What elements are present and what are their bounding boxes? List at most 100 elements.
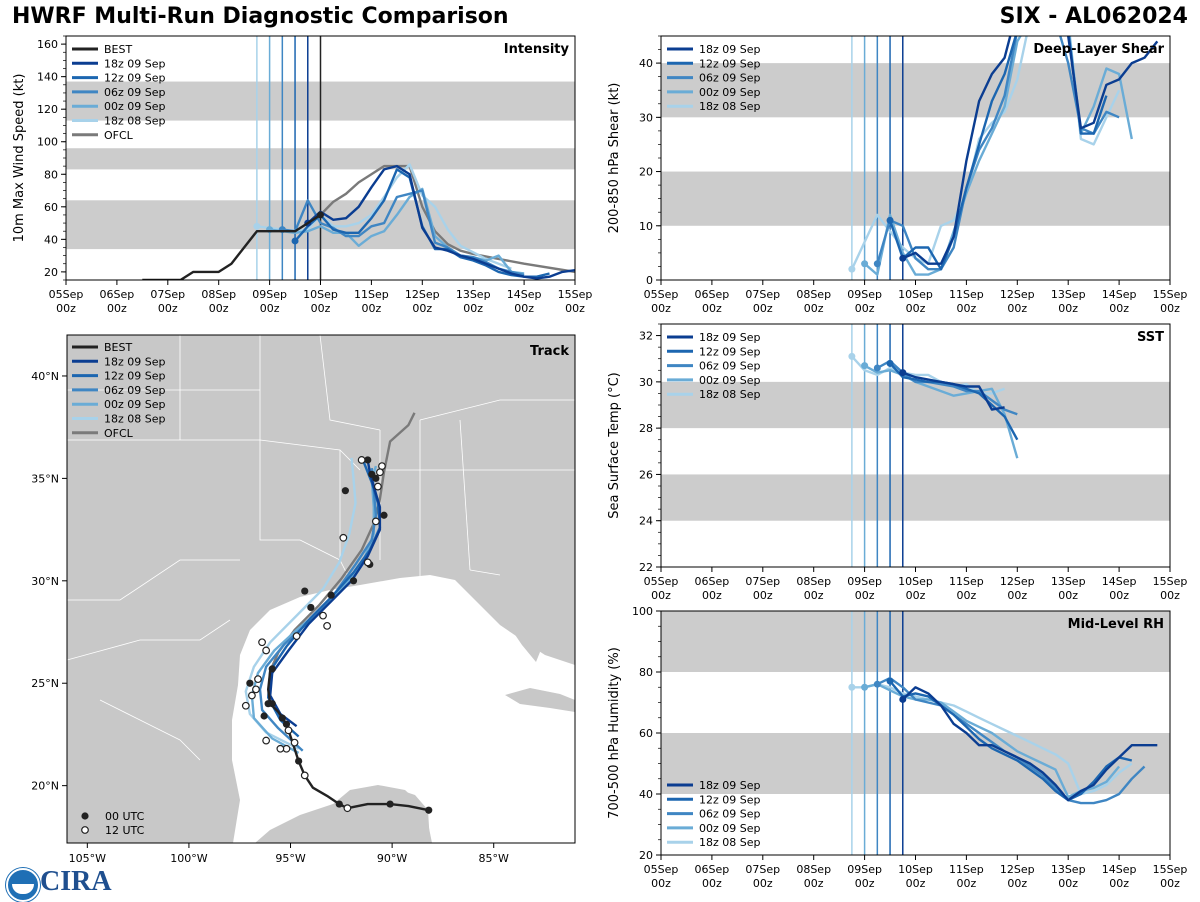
rh-series-line <box>889 680 1133 802</box>
rh-xtick-sublabel: 00z <box>1007 877 1027 890</box>
intensity-xtick-label: 06Sep <box>100 288 135 301</box>
intensity-best-marker <box>317 211 324 219</box>
yucatan-peninsula <box>330 785 432 843</box>
rh-xtick-sublabel: 00z <box>957 877 977 890</box>
noaa-logo <box>6 868 40 902</box>
intensity-ytick-label: 40 <box>44 233 58 246</box>
track-point-12utc <box>284 726 293 735</box>
shear-xtick-sublabel: 00z <box>1160 302 1180 315</box>
track-point-12utc <box>323 621 331 630</box>
track-ytick-label: 25°N <box>31 677 59 690</box>
track-point-12utc <box>373 482 382 491</box>
intensity-legend-label: BEST <box>104 43 132 56</box>
track-point-12utc <box>319 611 327 620</box>
rh-series-start-marker <box>886 677 894 685</box>
sst-series-start-marker <box>848 352 856 360</box>
marker-legend-00utc <box>81 812 89 820</box>
marker-legend-12utc <box>81 826 89 834</box>
shear-series-start-marker <box>848 265 856 273</box>
intensity-ylabel: 10m Max Wind Speed (kt) <box>12 74 27 243</box>
intensity-legend-label: 12z 09 Sep <box>104 72 166 85</box>
sst-xtick-label: 11Sep <box>949 575 984 588</box>
rh-legend-label: 18z 08 Sep <box>699 836 761 849</box>
intensity-xtick-label: 07Sep <box>150 288 185 301</box>
rh-xtick-sublabel: 00z <box>855 877 875 890</box>
intensity-xtick-sublabel: 00z <box>158 302 178 315</box>
sst-legend-label: 18z 09 Sep <box>699 331 761 344</box>
track-point-00utc <box>349 577 358 585</box>
sst-xtick-sublabel: 00z <box>753 589 773 602</box>
sst-legend-label: 06z 09 Sep <box>699 360 761 373</box>
sst-xtick-sublabel: 00z <box>651 589 671 602</box>
track-point-12utc <box>292 632 301 641</box>
rh-ytick-label: 80 <box>639 666 653 679</box>
track-point-00utc <box>278 714 286 722</box>
rh-plot-area <box>661 611 1170 855</box>
intensity-xtick-sublabel: 00z <box>311 302 331 315</box>
track-ytick-label: 40°N <box>31 370 59 383</box>
track-point-00utc <box>386 800 394 808</box>
intensity-xtick-label: 08Sep <box>201 288 236 301</box>
intensity-ytick-label: 20 <box>44 266 58 279</box>
shear-xtick-label: 08Sep <box>796 288 831 301</box>
rh-xtick-sublabel: 00z <box>1058 877 1078 890</box>
track-plot-area <box>241 412 433 814</box>
rh-legend-label: 12z 09 Sep <box>699 793 761 806</box>
rh-xtick-label: 13Sep <box>1051 863 1086 876</box>
gulf-of-mexico <box>232 575 575 843</box>
shear-xtick-sublabel: 00z <box>855 302 875 315</box>
track-legend-label: BEST <box>104 341 132 354</box>
intensity-series-line <box>319 164 575 274</box>
sst-xtick-sublabel: 00z <box>1160 589 1180 602</box>
sst-xtick-sublabel: 00z <box>1058 589 1078 602</box>
sst-xtick-sublabel: 00z <box>804 589 824 602</box>
track-point-12utc <box>258 638 266 647</box>
track-legend-label: OFCL <box>104 427 134 440</box>
track-legend-label: 00z 09 Sep <box>104 398 166 411</box>
sst-legend-label: 18z 08 Sep <box>699 388 761 401</box>
shear-ytick-label: 20 <box>639 166 653 179</box>
track-series-line <box>269 459 382 728</box>
shear-xtick-sublabel: 00z <box>906 302 926 315</box>
track-point-00utc <box>246 679 254 687</box>
shear-xtick-label: 09Sep <box>847 288 882 301</box>
rh-band <box>661 733 1170 794</box>
sst-band <box>661 381 1170 429</box>
panel-intensity: 2040608010012014016005Sep00z06Sep00z07Se… <box>12 35 592 315</box>
shear-ytick-label: 10 <box>639 220 653 233</box>
intensity-legend-label: OFCL <box>104 129 134 142</box>
sst-series-line <box>864 364 1019 459</box>
track-point-00utc <box>307 603 315 612</box>
shear-xtick-label: 05Sep <box>644 288 679 301</box>
cuba <box>505 688 575 712</box>
intensity-ytick-label: 80 <box>44 168 58 181</box>
track-point-12utc <box>276 744 285 753</box>
sst-series-start-marker <box>886 359 894 367</box>
intensity-xtick-sublabel: 00z <box>209 302 229 315</box>
shear-band <box>661 171 1170 226</box>
track-point-12utc <box>262 646 271 655</box>
intensity-ytick-label: 120 <box>37 103 58 116</box>
rh-ytick-label: 60 <box>639 727 653 740</box>
sst-xtick-label: 06Sep <box>695 575 730 588</box>
shear-series-start-marker <box>886 216 894 224</box>
track-point-00utc <box>282 720 291 728</box>
track-point-00utc <box>295 757 303 765</box>
track-xtick-label: 95°W <box>275 852 305 865</box>
cira-logo: CIRA <box>40 866 112 897</box>
sst-xtick-label: 08Sep <box>796 575 831 588</box>
shear-series-line <box>888 36 1108 271</box>
track-series-line <box>267 670 429 812</box>
shear-ytick-label: 30 <box>639 111 653 124</box>
shear-xtick-sublabel: 00z <box>804 302 824 315</box>
shear-xtick-sublabel: 00z <box>753 302 773 315</box>
sst-ytick-label: 28 <box>639 422 653 435</box>
intensity-ytick-label: 100 <box>37 136 58 149</box>
sst-xtick-label: 09Sep <box>847 575 882 588</box>
track-xtick-label: 90°W <box>377 852 407 865</box>
rh-xtick-sublabel: 00z <box>804 877 824 890</box>
rh-ytick-label: 20 <box>639 849 653 862</box>
